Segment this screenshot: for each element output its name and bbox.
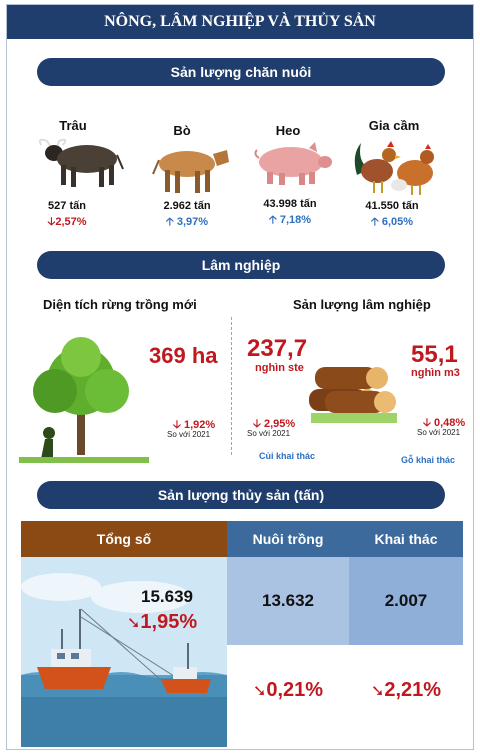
firewood-unit: nghìn ste (255, 362, 304, 374)
new-forest-area-change: 🡣 1,92% (173, 419, 216, 431)
farming-header-label: Nuôi trồng (252, 531, 324, 547)
fishing-boat-illustration (21, 557, 227, 747)
arrow-down-icon: 🡣 (47, 216, 56, 228)
pig-change: 🡡 7,18% (268, 214, 312, 226)
fishery-farming-value: 13.632 (262, 591, 314, 610)
cow-change: 🡡 3,97% (165, 216, 209, 228)
timber-note: Gỗ khai thác (401, 455, 456, 465)
arrow-down-icon: 🡣 (173, 419, 184, 431)
poultry-change: 🡡 6,05% (370, 216, 414, 228)
arrow-down-icon: 🡣 (253, 418, 264, 430)
infographic: NÔNG, LÂM NGHIỆP VÀ THỦY SẢN Sản lượng c… (6, 4, 474, 750)
arrow-down-icon: ➘ (370, 683, 385, 700)
timber-compare: So với 2021 (417, 428, 461, 437)
new-forest-area-value: 369 ha (149, 343, 218, 368)
arrow-down-icon: ➘ (252, 683, 267, 700)
fishery-total-change: ➘1,95% (127, 611, 198, 633)
page-title: NÔNG, LÂM NGHIỆP VÀ THỦY SẢN (7, 5, 473, 39)
buffalo-icon (38, 138, 124, 187)
pig-icon (254, 142, 332, 185)
new-forest-area-compare: So với 2021 (167, 430, 211, 439)
arrow-up-icon: 🡡 (268, 214, 280, 226)
arrow-down-icon: 🡣 (423, 417, 434, 429)
arrow-up-icon: 🡡 (165, 216, 177, 228)
fishery-catch-change: ➘2,21% (370, 679, 442, 701)
fishery-total-value: 15.639 (141, 587, 193, 606)
total-header (21, 521, 227, 557)
poultry-value: 41.550 tấn (365, 200, 419, 212)
poultry-label: Gia cầm (368, 118, 420, 133)
tree-icon (19, 337, 149, 463)
fishery-farming-change: ➘0,21% (252, 679, 324, 701)
firewood-change: 🡣 2,95% (253, 418, 296, 430)
arrow-up-icon: 🡡 (370, 216, 382, 228)
forestry-section-title: Lâm nghiệp (37, 251, 445, 279)
cow-icon (152, 150, 229, 193)
firewood-compare: So với 2021 (247, 429, 291, 438)
catch-header (349, 521, 463, 557)
poultry-icon (354, 141, 434, 195)
buffalo-value: 527 tấn (48, 200, 86, 212)
forestry-divider (231, 317, 232, 455)
fishery-section-title: Sản lượng thủy sản (tấn) (37, 481, 445, 509)
firewood-note: Củi khai thác (259, 451, 316, 461)
arrow-down-icon: ➘ (127, 615, 141, 632)
pig-label: Heo (275, 123, 301, 138)
farming-value-cell (227, 557, 349, 645)
buffalo-change: 🡣2,57% (47, 216, 87, 228)
cow-value: 2.962 tấn (163, 200, 211, 212)
timber-change: 🡣 0,48% (423, 417, 466, 429)
timber-unit: nghìn m3 (411, 367, 460, 379)
farming-header (227, 521, 349, 557)
catch-header-label: Khai thác (374, 531, 438, 547)
buffalo-label: Trâu (59, 118, 87, 133)
total-header-label: Tổng số (96, 531, 152, 547)
cow-label: Bò (173, 123, 191, 138)
catch-value-cell (349, 557, 463, 645)
new-forest-area-label: Diện tích rừng trồng mới (43, 297, 197, 312)
timber-value: 55,1 (411, 341, 458, 368)
livestock-section-title: Sản lượng chăn nuôi (37, 58, 445, 86)
logs-icon (309, 367, 397, 423)
firewood-value: 237,7 (247, 335, 308, 362)
pig-value: 43.998 tấn (263, 198, 317, 210)
fishery-catch-value: 2.007 (384, 591, 428, 610)
forestry-output-label: Sản lượng lâm nghiệp (293, 297, 431, 312)
